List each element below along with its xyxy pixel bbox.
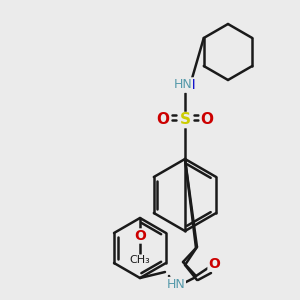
Text: CH₃: CH₃ [130,255,150,265]
Text: O: O [200,112,214,128]
Text: HN: HN [167,278,185,290]
Text: O: O [208,257,220,271]
Text: O: O [157,112,169,128]
Text: S: S [179,112,191,128]
Text: N: N [184,78,196,92]
Text: O: O [134,229,146,243]
Text: HN: HN [174,79,192,92]
Text: H: H [176,79,186,92]
